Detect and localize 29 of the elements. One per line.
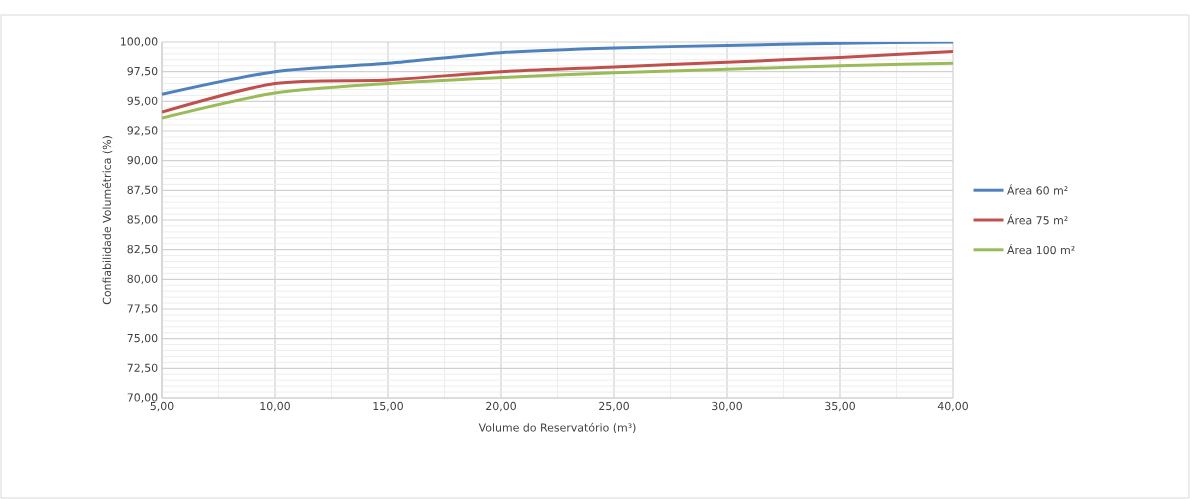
line-series <box>162 61 954 120</box>
x-axis-title: Volume do Reservatório (m³) <box>478 422 636 433</box>
y-tick-label: 95,00 <box>127 96 158 107</box>
legend-label: Área 100 m² <box>1007 243 1075 255</box>
y-tick-label: 92,50 <box>127 126 158 136</box>
x-tick-label: 5,00 <box>150 401 174 412</box>
y-tick-label: 90,00 <box>127 155 158 166</box>
y-tick-label: 75,00 <box>127 333 158 344</box>
y-tick-label: 85,00 <box>127 215 158 225</box>
y-tick-label: 80,00 <box>127 274 158 285</box>
y-tick-label: 77,50 <box>127 304 158 314</box>
x-tick-label: 25,00 <box>599 401 629 412</box>
y-axis-title: Confiabilidade Volumétrica (%) <box>102 136 113 305</box>
line-series <box>162 42 954 96</box>
x-tick-label: 30,00 <box>712 401 742 412</box>
line-series <box>162 49 954 114</box>
y-tick-label: 97,50 <box>127 66 158 77</box>
x-tick-label: 10,00 <box>260 401 290 412</box>
x-tick-label: 35,00 <box>825 401 855 412</box>
y-tick-label: 82,50 <box>127 244 158 255</box>
y-tick-label: 70,00 <box>127 393 158 403</box>
x-tick-label: 20,00 <box>486 401 516 412</box>
x-tick-label: 15,00 <box>373 401 403 412</box>
y-tick-label: 100,00 <box>121 37 158 47</box>
y-tick-label: 87,50 <box>127 185 158 196</box>
legend-label: Área 75 m² <box>1007 214 1068 225</box>
legend-label: Área 60 m² <box>1007 184 1068 195</box>
x-tick-label: 40,00 <box>937 401 968 412</box>
y-tick-label: 72,50 <box>127 363 158 374</box>
